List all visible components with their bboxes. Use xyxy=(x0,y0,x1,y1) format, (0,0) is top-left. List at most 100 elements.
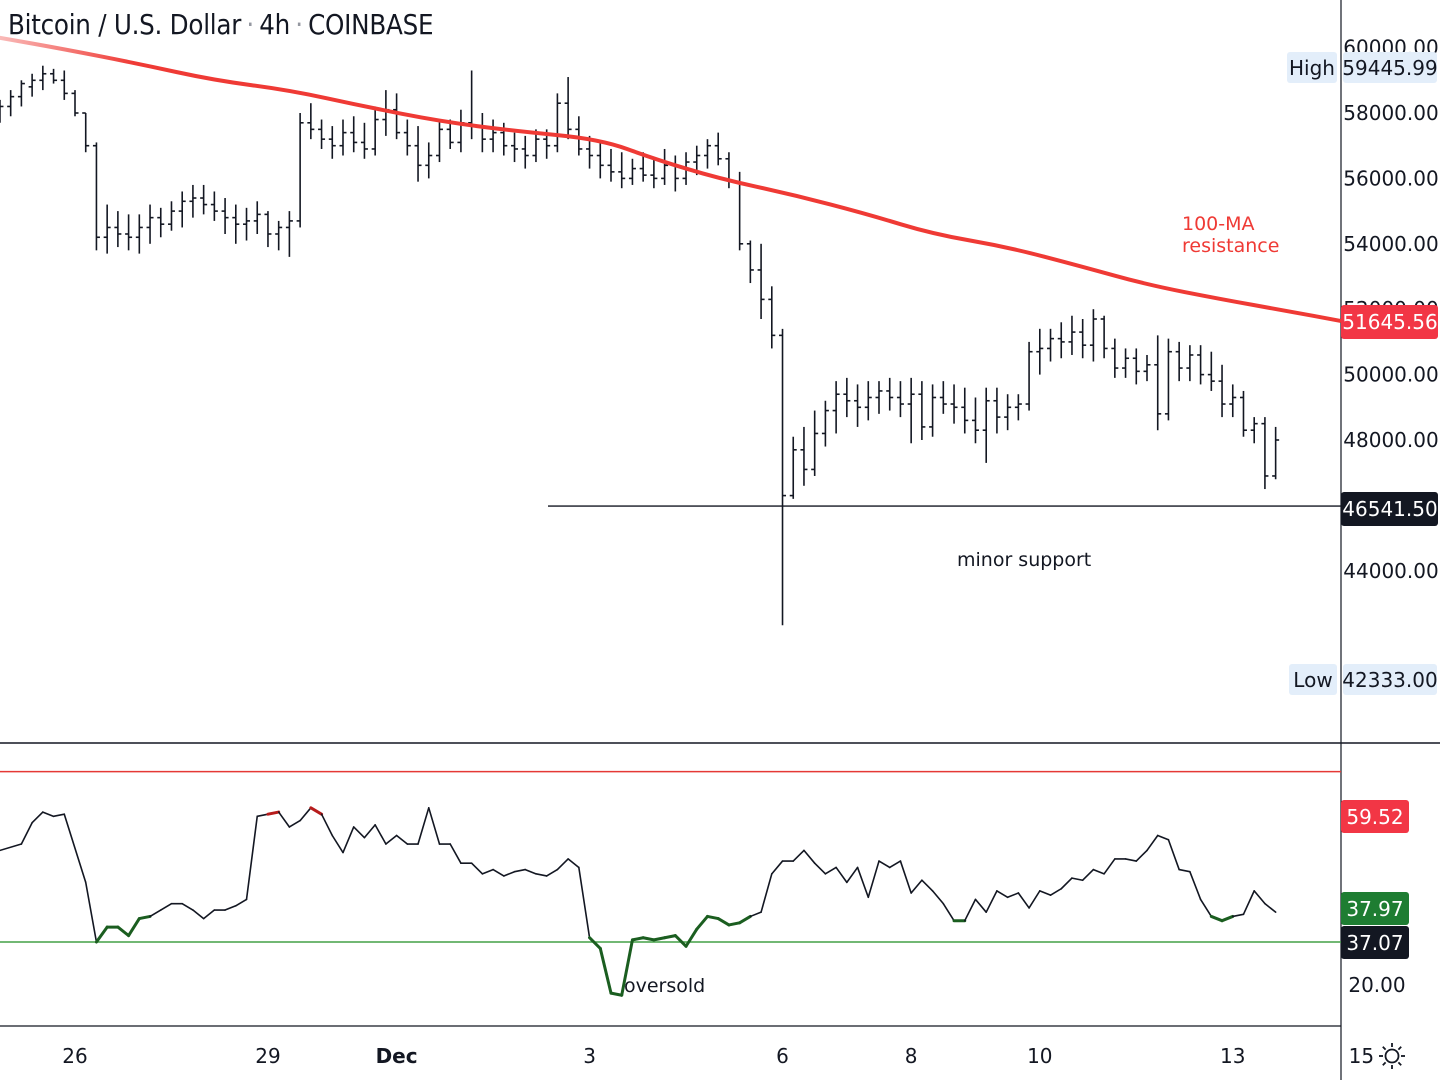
ohlc-bar xyxy=(854,384,862,427)
rsi-segment xyxy=(867,860,880,899)
rsi-segment xyxy=(159,902,173,911)
rsi-segment xyxy=(1178,868,1191,873)
ohlc-bars xyxy=(0,65,1280,626)
ohlc-bar xyxy=(650,158,658,189)
rsi-segment xyxy=(1242,890,1255,916)
ohlc-bar xyxy=(167,201,175,231)
rsi-segment xyxy=(309,806,324,816)
time-tick-label: 15 xyxy=(1349,1044,1374,1068)
ohlc-bar xyxy=(328,126,336,159)
rsi-segment xyxy=(888,860,902,869)
rsi-segment xyxy=(695,914,709,931)
ohlc-bar xyxy=(929,384,937,437)
rsi-segment xyxy=(524,868,537,875)
ohlc-bar xyxy=(1207,351,1215,391)
ohlc-bar xyxy=(92,142,100,251)
rsi-segment xyxy=(449,843,462,864)
ohlc-bar xyxy=(843,377,851,418)
rsi-label-green: 37.97 xyxy=(1341,892,1409,925)
ohlc-bar xyxy=(703,139,711,169)
ma-annotation-line2: resistance xyxy=(1182,235,1279,257)
rsi-segment xyxy=(374,824,387,845)
rsi-label-red: 59.52 xyxy=(1341,800,1409,833)
ohlc-bar xyxy=(318,119,326,149)
rsi-segment xyxy=(910,879,923,894)
rsi-segment xyxy=(288,819,301,828)
rsi-segment xyxy=(1060,877,1073,890)
rsi-segment xyxy=(1199,898,1213,918)
price-tick-label: 56000.00 xyxy=(1343,166,1438,190)
gear-icon[interactable] xyxy=(1377,1041,1407,1071)
rsi-segment xyxy=(385,834,398,845)
rsi-tick-20: 20.00 xyxy=(1348,973,1405,997)
ohlc-bar xyxy=(1175,341,1183,382)
ohlc-bar xyxy=(232,204,240,244)
ma-price-label: 51645.56 xyxy=(1341,305,1438,339)
ohlc-bar xyxy=(1143,354,1151,382)
low-value: 42333.00 xyxy=(1342,668,1437,692)
ohlc-bar xyxy=(1079,319,1087,359)
ohlc-bar xyxy=(950,384,958,424)
rsi-segment xyxy=(716,917,731,927)
rsi-segment xyxy=(137,914,152,921)
interval[interactable]: 4h xyxy=(259,8,290,41)
rsi-segment xyxy=(770,860,784,875)
rsi-segment xyxy=(1189,870,1202,901)
rsi-segment xyxy=(1049,887,1063,896)
ohlc-bar xyxy=(553,93,561,153)
high-value: 59445.99 xyxy=(1342,56,1437,80)
ohlc-bar xyxy=(832,381,840,434)
ohlc-bar xyxy=(757,243,765,320)
ohlc-bar xyxy=(393,93,401,140)
rsi-segment xyxy=(470,862,484,875)
rsi-segment xyxy=(760,873,773,913)
ohlc-bar xyxy=(371,106,379,156)
price-tick-label: 58000.00 xyxy=(1343,101,1438,125)
rsi-value-dark: 37.07 xyxy=(1346,931,1403,955)
ohlc-bar xyxy=(264,211,272,248)
time-tick-label: 3 xyxy=(583,1044,596,1068)
rsi-segment xyxy=(94,925,109,944)
ohlc-bar xyxy=(1004,394,1012,431)
rsi-segment xyxy=(996,890,1009,899)
rsi-segment xyxy=(921,879,934,892)
rsi-segment xyxy=(578,866,591,939)
rsi-segment xyxy=(942,902,955,922)
ohlc-bar xyxy=(1218,364,1226,418)
ohlc-bar xyxy=(146,204,154,244)
ohlc-bar xyxy=(875,381,883,414)
rsi-segment xyxy=(395,834,409,845)
ohlc-bar xyxy=(189,184,197,218)
rsi-segment xyxy=(588,936,602,950)
rsi-segment xyxy=(299,807,312,822)
ohlc-bar xyxy=(157,207,165,238)
rsi-segment xyxy=(1135,849,1148,862)
rsi-segment xyxy=(192,909,205,920)
rsi-segment xyxy=(1264,902,1277,913)
ohlc-bar xyxy=(789,436,797,499)
chart-title[interactable]: Bitcoin / U.S. Dollar · 4h · COINBASE xyxy=(8,8,434,41)
ohlc-bar xyxy=(114,211,122,248)
rsi-segment xyxy=(277,811,291,828)
ohlc-bar xyxy=(28,73,36,97)
ohlc-bar xyxy=(50,68,58,84)
time-axis[interactable]: 26 29 Dec 3 6 8 10 13 15 xyxy=(62,1044,1374,1068)
rsi-segment xyxy=(1006,892,1020,899)
ma100-line[interactable] xyxy=(0,35,1342,323)
rsi-segment xyxy=(792,849,805,862)
rsi-segment xyxy=(331,834,344,854)
ohlc-bar xyxy=(1261,417,1269,490)
ma-annotation-line1: 100-MA xyxy=(1182,213,1255,235)
ohlc-bar xyxy=(1068,315,1076,355)
rsi-segment xyxy=(738,914,752,925)
ohlc-bar xyxy=(253,201,261,234)
rsi-segment xyxy=(556,858,569,871)
rsi-segment xyxy=(1028,890,1041,909)
rsi-segment xyxy=(1220,914,1235,923)
rsi-segment xyxy=(620,938,634,997)
ohlc-bar xyxy=(1229,384,1237,418)
ohlc-bar xyxy=(918,381,926,440)
ohlc-bar xyxy=(0,99,4,123)
ohlc-bar xyxy=(403,119,411,156)
ohlc-bar xyxy=(1047,328,1055,362)
